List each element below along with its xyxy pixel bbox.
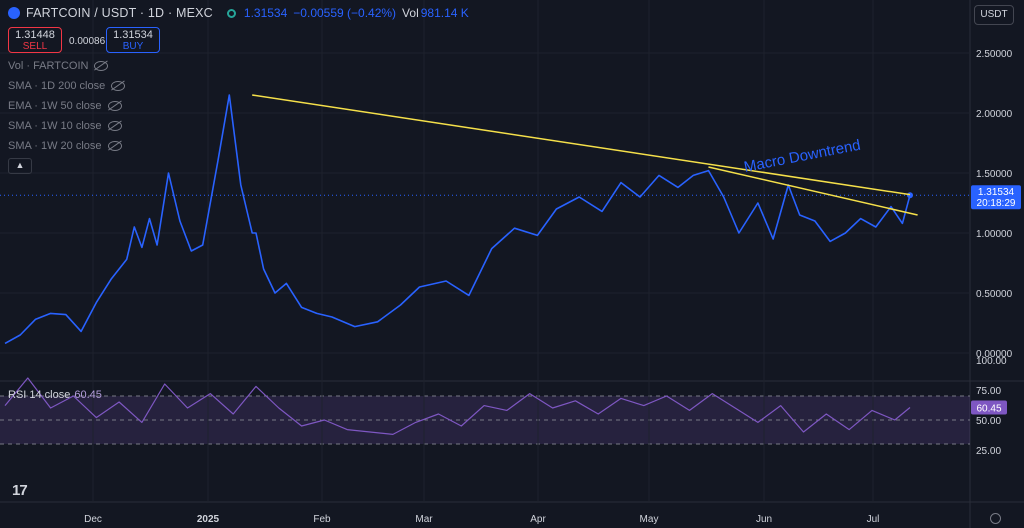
indicator-label: SMA · 1D 200 close	[8, 80, 106, 92]
symbol-header[interactable]: FARTCOIN / USDT · 1D · MEXC 1.31534 −0.0…	[8, 6, 469, 20]
rsi-series-line	[4, 377, 911, 435]
rsi-tick-label: 100.00	[976, 356, 1007, 367]
indicator-label: Vol · FARTCOIN	[8, 60, 89, 72]
time-tick-label: 2025	[197, 514, 220, 525]
eye-hidden-icon[interactable]	[111, 81, 126, 91]
trendline[interactable]	[708, 166, 918, 216]
buy-label: BUY	[122, 41, 144, 52]
indicator-row[interactable]: Vol · FARTCOIN	[8, 60, 109, 72]
collapse-indicators-button[interactable]: ▲	[8, 158, 32, 174]
time-tick-label: Dec	[84, 514, 102, 525]
settings-gear-icon[interactable]	[990, 513, 1001, 524]
price-label-countdown: 20:18:29	[977, 198, 1016, 209]
buy-price: 1.31534	[113, 29, 153, 41]
price-change: −0.00559 (−0.42%)	[293, 6, 397, 20]
volume-value: 981.14 K	[420, 6, 469, 20]
price-tick-label: 0.50000	[976, 289, 1013, 300]
sell-button[interactable]: 1.31448 SELL	[8, 27, 62, 53]
price-series-line	[4, 94, 911, 345]
price-label-badge	[971, 185, 1021, 210]
rsi-label-value: 60.45	[976, 403, 1001, 414]
tradingview-logo-icon[interactable]: 17	[12, 482, 28, 499]
indicator-row[interactable]: SMA · 1W 10 close	[8, 120, 122, 132]
rsi-value: 60.45	[74, 389, 102, 401]
time-tick-label: May	[640, 514, 659, 525]
price-tick-label: 0.00000	[976, 349, 1013, 360]
indicator-label: EMA · 1W 50 close	[8, 100, 102, 112]
time-tick-label: Jun	[756, 514, 772, 525]
price-tick-label: 2.50000	[976, 49, 1013, 60]
time-tick-label: Apr	[530, 514, 546, 525]
rsi-tick-label: 75.00	[976, 386, 1001, 397]
symbol-title[interactable]: FARTCOIN / USDT · 1D · MEXC	[26, 6, 213, 20]
last-price: 1.31534	[243, 6, 288, 20]
indicator-row[interactable]: EMA · 1W 50 close	[8, 100, 122, 112]
price-tick-label: 1.50000	[976, 169, 1013, 180]
volume-label: Vol	[402, 6, 419, 20]
buy-button[interactable]: 1.31534 BUY	[106, 27, 160, 53]
coin-logo-icon	[8, 7, 20, 19]
rsi-label-badge	[971, 400, 1007, 415]
trendline-annotation[interactable]: Macro Downtrend	[743, 137, 862, 176]
indicator-row[interactable]: SMA · 1W 20 close	[8, 140, 122, 152]
rsi-tick-label: 50.00	[976, 416, 1001, 427]
eye-hidden-icon[interactable]	[107, 121, 122, 131]
time-tick-label: Feb	[313, 514, 331, 525]
rsi-label: RSI 14 close	[8, 389, 71, 401]
spread-value: 0.00086	[69, 36, 106, 47]
time-tick-label: Mar	[415, 514, 433, 525]
eye-hidden-icon[interactable]	[107, 141, 122, 151]
eye-hidden-icon[interactable]	[107, 101, 122, 111]
market-open-icon	[226, 8, 236, 18]
time-tick-label: Jul	[867, 514, 880, 525]
eye-hidden-icon[interactable]	[94, 61, 109, 71]
indicator-label: SMA · 1W 10 close	[8, 120, 102, 132]
rsi-legend[interactable]: RSI 14 close 60.45	[8, 389, 102, 401]
sell-label: SELL	[22, 41, 48, 52]
trendline[interactable]	[252, 94, 911, 196]
price-label-value: 1.31534	[978, 187, 1015, 198]
indicator-label: SMA · 1W 20 close	[8, 140, 102, 152]
rsi-tick-label: 25.00	[976, 446, 1001, 457]
price-tick-label: 1.00000	[976, 229, 1013, 240]
indicator-row[interactable]: SMA · 1D 200 close	[8, 80, 126, 92]
currency-button[interactable]: USDT	[974, 5, 1014, 25]
sell-price: 1.31448	[15, 29, 55, 41]
price-tick-label: 2.00000	[976, 109, 1013, 120]
